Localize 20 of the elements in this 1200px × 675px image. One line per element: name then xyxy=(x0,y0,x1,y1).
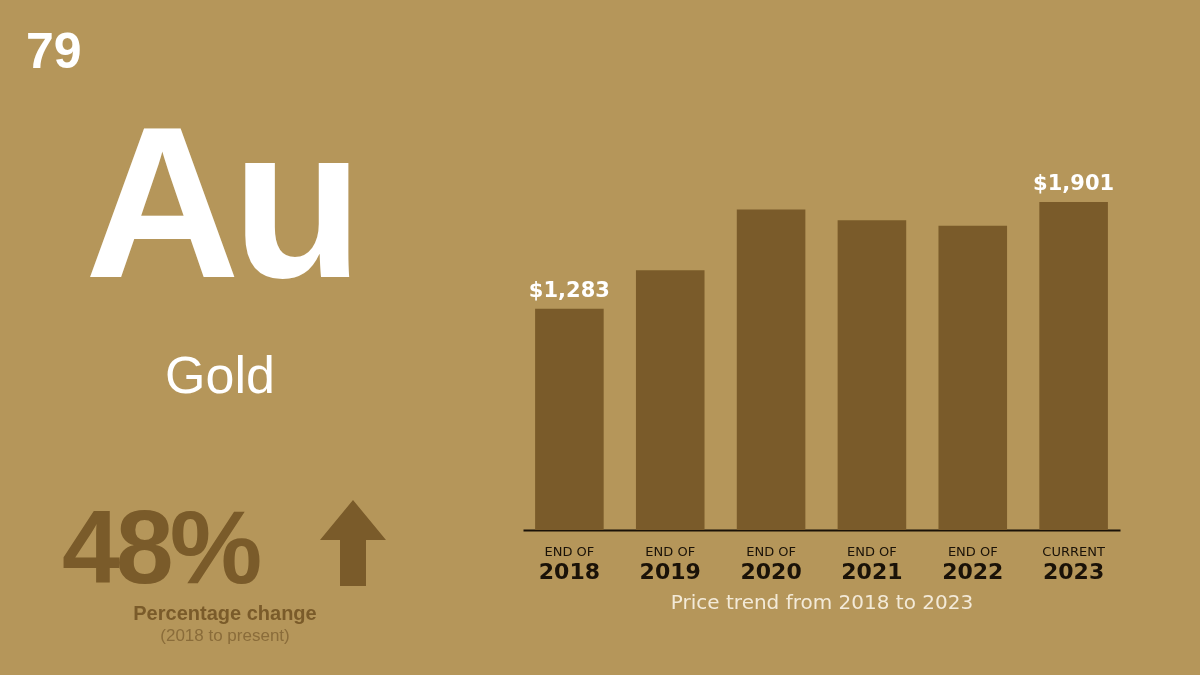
category-label: CURRENT 2023 xyxy=(1042,544,1105,584)
text: Percentage change xyxy=(132,602,318,625)
x-axis-title: Price trend from 2018 to 2023 xyxy=(670,589,974,614)
data-label: $1,901 xyxy=(1033,171,1115,195)
bar xyxy=(938,225,1008,530)
category-label: END OF 2019 xyxy=(639,544,701,584)
bar xyxy=(535,308,604,530)
category-label: END OF 2020 xyxy=(740,544,802,584)
category-label: END OF 2021 xyxy=(841,544,903,584)
category-label: END OF 2022 xyxy=(942,544,1004,584)
category-label: END OF 2018 xyxy=(538,544,601,584)
bar xyxy=(736,209,806,530)
data-label: $1,283 xyxy=(528,277,610,302)
text: Au xyxy=(83,82,357,323)
text: Gold xyxy=(164,345,276,405)
bar xyxy=(635,270,705,530)
text: 48% xyxy=(62,488,259,605)
bar xyxy=(837,220,907,530)
text: 79 xyxy=(26,22,82,80)
bar xyxy=(1039,202,1108,530)
